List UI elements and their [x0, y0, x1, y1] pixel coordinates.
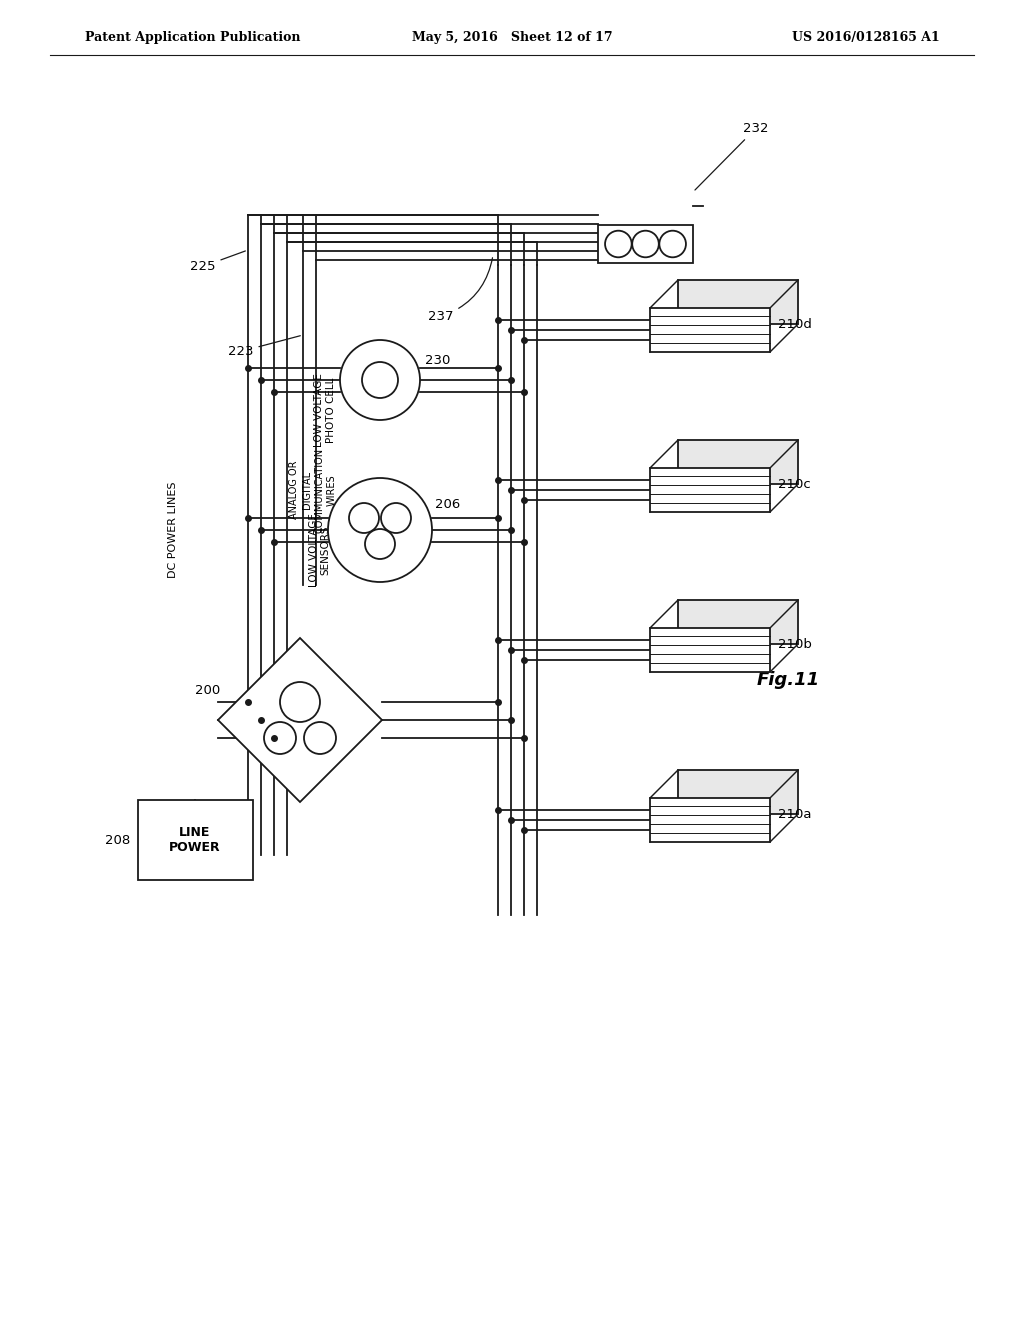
Circle shape: [304, 722, 336, 754]
Polygon shape: [678, 280, 798, 323]
Circle shape: [632, 231, 658, 257]
Text: 210a: 210a: [778, 808, 811, 821]
Text: 210d: 210d: [778, 318, 812, 331]
Text: LOW VOLTAGE
SENSORS: LOW VOLTAGE SENSORS: [309, 513, 331, 587]
Circle shape: [328, 478, 432, 582]
Text: LINE
POWER: LINE POWER: [169, 826, 221, 854]
Text: 208: 208: [104, 833, 130, 846]
Circle shape: [659, 231, 686, 257]
Polygon shape: [650, 308, 770, 352]
Circle shape: [349, 503, 379, 533]
Text: 210b: 210b: [778, 639, 812, 652]
Circle shape: [264, 722, 296, 754]
Bar: [138, 800, 253, 880]
Circle shape: [280, 682, 319, 722]
Text: 230: 230: [425, 354, 451, 367]
Circle shape: [340, 341, 420, 420]
Text: DC POWER LINES: DC POWER LINES: [168, 482, 178, 578]
Text: 225: 225: [190, 251, 246, 273]
Circle shape: [362, 362, 398, 399]
Polygon shape: [650, 628, 770, 672]
Text: Fig.11: Fig.11: [757, 671, 820, 689]
Text: US 2016/0128165 A1: US 2016/0128165 A1: [793, 32, 940, 45]
Polygon shape: [650, 469, 770, 512]
Polygon shape: [218, 638, 382, 803]
Text: 237: 237: [428, 257, 493, 323]
Circle shape: [381, 503, 411, 533]
Text: Patent Application Publication: Patent Application Publication: [85, 32, 300, 45]
Bar: [598, 224, 693, 263]
Text: 206: 206: [435, 499, 460, 511]
Text: 200: 200: [195, 684, 220, 697]
Circle shape: [365, 529, 395, 558]
Text: 223: 223: [228, 335, 300, 358]
Text: 232: 232: [695, 121, 768, 190]
Polygon shape: [678, 440, 798, 484]
Text: 210c: 210c: [778, 479, 811, 491]
Circle shape: [605, 231, 632, 257]
Text: May 5, 2016   Sheet 12 of 17: May 5, 2016 Sheet 12 of 17: [412, 32, 612, 45]
Polygon shape: [650, 799, 770, 842]
Text: ANALOG OR
DIGITAL
COMMUNICATION
WIRES: ANALOG OR DIGITAL COMMUNICATION WIRES: [290, 447, 337, 532]
Polygon shape: [678, 770, 798, 814]
Text: LOW VOLTAGE
PHOTO CELL: LOW VOLTAGE PHOTO CELL: [314, 374, 336, 447]
Polygon shape: [678, 601, 798, 644]
